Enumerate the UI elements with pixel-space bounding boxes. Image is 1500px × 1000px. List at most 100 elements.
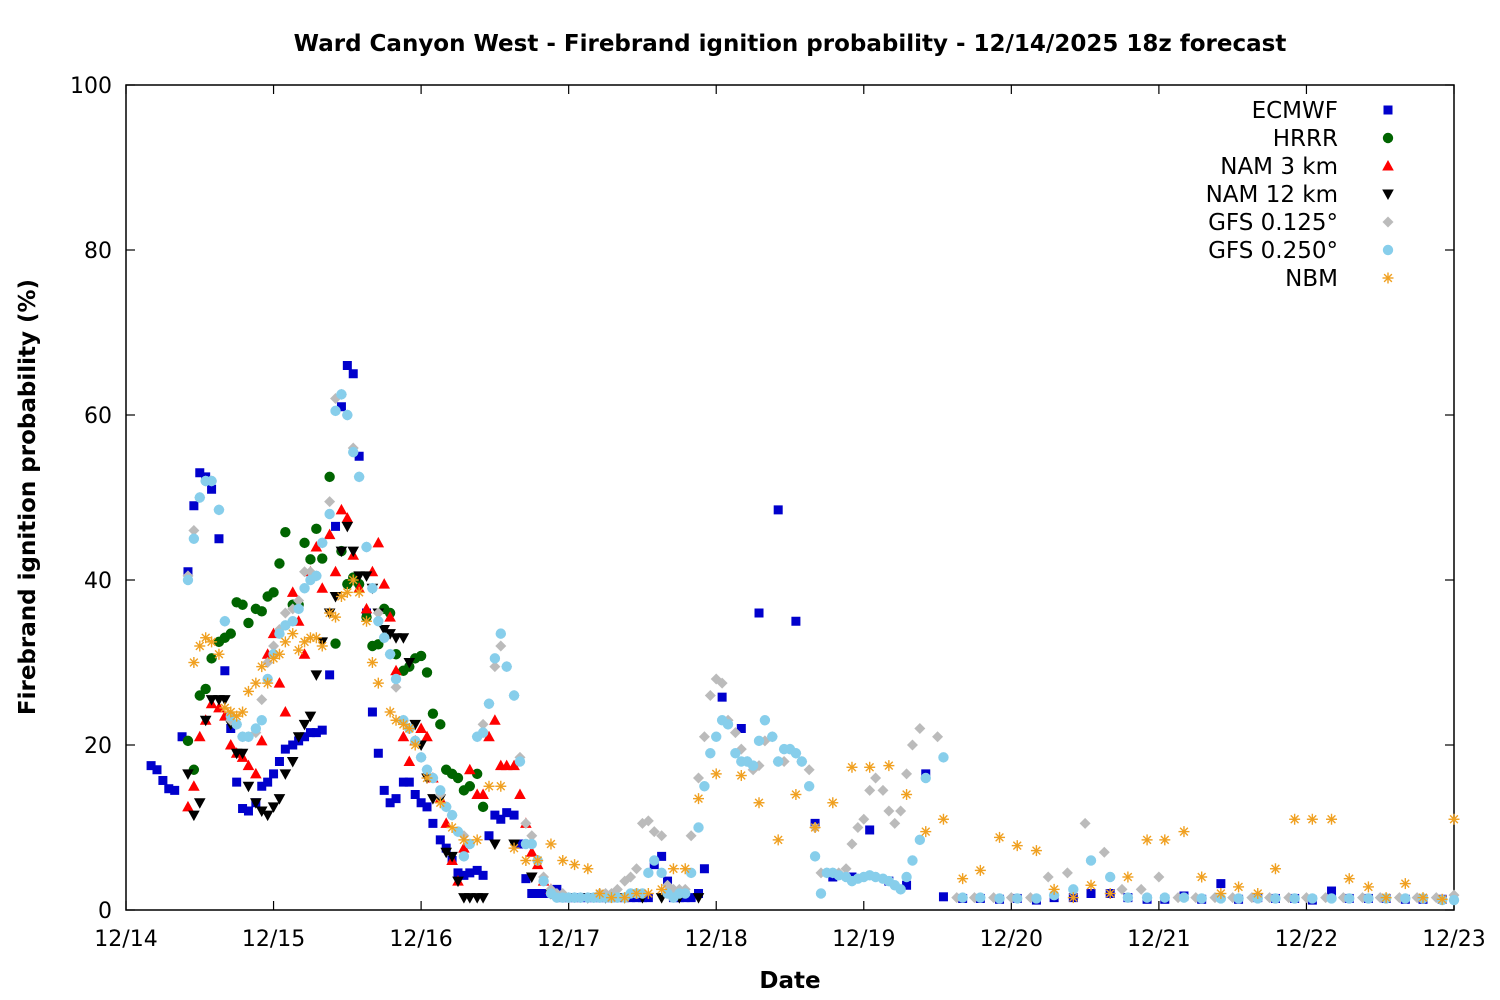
data-point: [920, 826, 932, 838]
data-point: [1011, 840, 1023, 852]
data-point: [938, 892, 948, 902]
data-point: [279, 706, 292, 717]
data-point: [1289, 893, 1300, 904]
legend-label: NAM 3 km: [1220, 154, 1338, 180]
data-point: [858, 813, 870, 825]
data-point: [286, 757, 299, 768]
data-point: [391, 794, 401, 804]
data-point: [1233, 893, 1244, 904]
data-point: [446, 809, 458, 821]
data-point: [231, 710, 243, 722]
data-point: [311, 728, 321, 738]
series-ecmwf: [146, 361, 1447, 905]
data-point: [1399, 878, 1411, 890]
data-point: [225, 628, 236, 639]
data-point: [279, 607, 291, 619]
data-point: [465, 868, 475, 878]
legend-label: ECMWF: [1252, 98, 1338, 124]
data-point: [324, 471, 335, 483]
data-point: [214, 534, 224, 544]
data-point: [605, 892, 617, 904]
data-point: [397, 730, 410, 742]
data-point: [452, 876, 464, 888]
data-point: [200, 683, 211, 695]
data-point: [372, 536, 385, 548]
data-point: [177, 732, 187, 742]
data-point: [656, 883, 668, 895]
data-point: [521, 874, 531, 884]
data-point: [901, 789, 913, 800]
data-point: [901, 871, 912, 883]
x-tick-label: 12/16: [389, 927, 452, 952]
data-point: [280, 744, 290, 754]
data-point: [730, 748, 741, 759]
data-point: [317, 537, 328, 549]
data-point: [471, 768, 483, 780]
data-point: [698, 731, 710, 743]
data-point: [188, 810, 200, 822]
data-point: [722, 719, 734, 730]
data-point: [428, 818, 438, 828]
data-point: [390, 714, 402, 726]
data-point: [250, 798, 262, 809]
data-point: [367, 707, 377, 717]
legend-marker: [1383, 105, 1393, 115]
data-point: [1215, 888, 1227, 899]
data-point: [464, 893, 476, 904]
data-point: [1327, 886, 1337, 896]
data-point: [1085, 879, 1097, 891]
data-point: [268, 652, 280, 664]
plot-frame: [125, 84, 1455, 911]
data-point: [213, 648, 225, 660]
data-point: [693, 822, 704, 833]
data-point: [279, 636, 291, 648]
data-point: [791, 616, 801, 626]
x-tick-label: 12/14: [94, 927, 157, 952]
data-point: [1116, 883, 1128, 895]
data-point: [379, 632, 390, 643]
data-point: [188, 525, 200, 536]
data-point: [287, 628, 299, 640]
data-point: [274, 757, 284, 766]
data-point: [317, 553, 328, 564]
data-point: [256, 661, 268, 673]
data-point: [582, 863, 594, 875]
data-point: [937, 813, 949, 825]
data-point: [796, 756, 808, 767]
legend-marker: [1382, 216, 1394, 228]
data-point: [219, 695, 231, 706]
legend-marker: [1382, 244, 1394, 256]
data-point: [1159, 834, 1171, 846]
data-point: [464, 838, 476, 850]
data-point: [325, 670, 335, 680]
data-point: [815, 888, 827, 899]
data-point: [472, 865, 482, 875]
legend-label: GFS 0.250°: [1208, 238, 1338, 264]
x-tick-label: 12/19: [832, 927, 895, 952]
data-point: [403, 755, 416, 766]
data-point: [146, 761, 156, 771]
data-point: [716, 677, 728, 689]
data-point: [268, 587, 279, 598]
data-point: [1085, 855, 1097, 866]
data-point: [957, 873, 969, 885]
data-point: [299, 636, 311, 648]
data-point: [341, 512, 354, 523]
data-point: [1178, 826, 1190, 838]
data-point: [877, 784, 889, 796]
data-point: [255, 806, 268, 817]
data-point: [348, 446, 359, 458]
y-tick-label: 80: [84, 239, 112, 264]
data-point: [242, 759, 255, 771]
data-point: [360, 602, 373, 614]
data-point: [508, 842, 520, 854]
data-point: [489, 661, 501, 673]
data-point: [207, 484, 217, 494]
data-point: [342, 361, 352, 370]
data-point: [274, 558, 285, 569]
data-point: [736, 724, 746, 733]
data-point: [489, 653, 501, 664]
data-point: [195, 468, 205, 478]
data-point: [267, 802, 280, 813]
data-point: [483, 698, 495, 709]
